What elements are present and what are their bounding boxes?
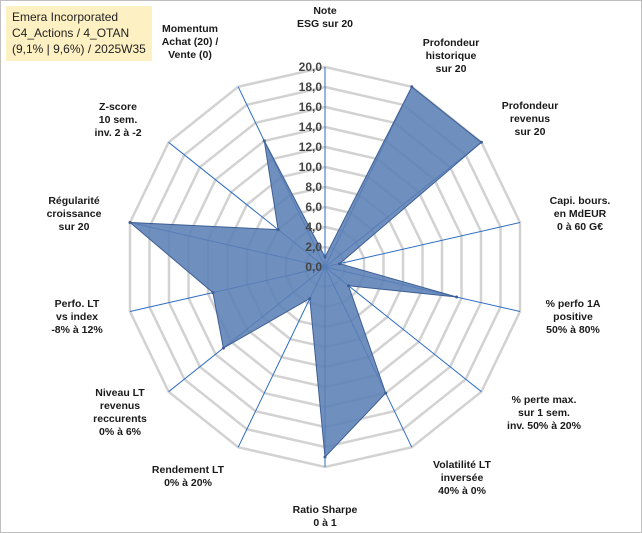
axis-label-line: Profondeur <box>423 37 480 49</box>
axis-spoke <box>324 222 521 268</box>
axis-label-line: Profondeur <box>502 100 559 112</box>
data-point <box>128 221 132 224</box>
axis-label-line: inversée <box>441 472 484 484</box>
axis-label: Niveau LT revenus reccurents 0% à 6% <box>93 387 147 438</box>
tick-label: 2,0 <box>305 240 322 254</box>
axis-spoke <box>324 266 482 393</box>
axis-label-line: sur 20 <box>436 63 467 75</box>
axis-label-line: sur 1 sem. <box>518 407 570 419</box>
data-point <box>347 284 350 288</box>
axis-label-line: historique <box>426 50 477 62</box>
axis-label-line: Rendement LT <box>152 464 225 476</box>
axis-label-line: sur 20 <box>59 221 90 233</box>
tick-label: 14,0 <box>299 120 323 134</box>
axis-label-line: positive <box>553 311 593 323</box>
company-name: Emera Incorporated <box>12 10 119 24</box>
axis-label-line: Achat (20) / <box>162 36 219 48</box>
axis-label-line: 40% à 0% <box>438 485 487 497</box>
tick-label: 16,0 <box>299 100 323 114</box>
axis-label: Momentum Achat (20) / Vente (0) <box>162 23 219 61</box>
axis-label: Z-score 10 sem. inv. 2 à -2 <box>94 101 141 139</box>
axis-label: Régularité croissance sur 20 <box>47 195 102 233</box>
axis-label-line: inv. 2 à -2 <box>94 127 141 139</box>
axis-label-line: -8% à 12% <box>51 324 103 336</box>
axis-label-line: en MdEUR <box>554 208 607 220</box>
data-point <box>455 295 459 299</box>
axis-label-line: inv. 50% à 20% <box>507 420 582 432</box>
data-point <box>410 85 414 89</box>
data-point <box>308 297 312 300</box>
tick-label: 0,0 <box>305 260 322 274</box>
data-point <box>323 455 327 459</box>
data-point <box>262 139 266 143</box>
axis-label-line: ESG sur 20 <box>297 18 353 30</box>
data-point <box>323 255 327 259</box>
axis-label: % perfo 1A positive 50% à 80% <box>546 298 601 336</box>
axis-label-line: Perfo. LT <box>55 298 100 310</box>
axis-label: % perte max. sur 1 sem. inv. 50% à 20% <box>507 394 582 432</box>
axis-label-line: Momentum <box>162 23 218 35</box>
axis-label: Profondeur revenus sur 20 <box>502 100 559 138</box>
axis-label: Rendement LT 0% à 20% <box>152 464 225 489</box>
tick-label: 4,0 <box>305 220 322 234</box>
data-point <box>384 391 388 395</box>
data-point <box>211 291 215 295</box>
axis-label-line: 50% à 80% <box>546 324 600 336</box>
axis-label-line: 0 à 60 G€ <box>557 221 603 233</box>
chart-title-box: Emera Incorporated C4_Actions / 4_OTAN (… <box>6 6 152 61</box>
axis-label-line: sur 20 <box>515 126 546 138</box>
axis-label-line: vs index <box>56 311 98 323</box>
tick-label: 18,0 <box>299 80 323 94</box>
axis-label: Perfo. LT vs index -8% à 12% <box>51 298 103 336</box>
axis-label-line: Z-score <box>99 101 137 113</box>
axis-label-line: Volatilité LT <box>433 459 492 471</box>
tick-label: 8,0 <box>305 180 322 194</box>
axis-label-line: reccurents <box>93 413 147 425</box>
axis-label: Volatilité LT inversée 40% à 0% <box>433 459 492 497</box>
axis-label-line: revenus <box>510 113 550 125</box>
axis-label-line: 10 sem. <box>99 114 138 126</box>
period-label: (9,1% | 9,6%) / 2025W35 <box>12 42 146 56</box>
tick-label: 6,0 <box>305 200 322 214</box>
axis-label-line: Capi. bours. <box>550 195 611 207</box>
data-point <box>221 346 225 350</box>
tick-label: 12,0 <box>299 140 323 154</box>
tick-label: 10,0 <box>299 160 323 174</box>
tick-label: 20,0 <box>299 60 323 74</box>
radar-series <box>128 85 483 459</box>
axis-label-line: Note <box>313 5 336 17</box>
data-point <box>338 262 342 266</box>
axis-label-line: % perte max. <box>512 394 577 406</box>
axis-label-line: 0% à 6% <box>99 426 142 438</box>
category-label: C4_Actions / 4_OTAN <box>12 26 130 40</box>
axis-label-line: Vente (0) <box>168 49 212 61</box>
axis-label-line: 0% à 20% <box>164 477 213 489</box>
axis-label-line: Ratio Sharpe <box>293 504 358 516</box>
data-point <box>276 228 280 232</box>
axis-label-line: Niveau LT <box>95 387 145 399</box>
axis-label: Note ESG sur 20 <box>297 5 353 30</box>
axis-label-line: revenus <box>100 400 140 412</box>
data-point <box>479 140 483 144</box>
radial-tick-labels: 0,0 2,0 4,0 6,0 8,0 10,0 12,0 14,0 16,0 18,0 20,0 <box>299 60 323 274</box>
axis-label-line: % perfo 1A <box>546 298 601 310</box>
axis-label: Ratio Sharpe 0 à 1 <box>293 504 358 529</box>
axis-label-line: Régularité <box>48 195 100 207</box>
axis-label-line: croissance <box>47 208 102 220</box>
axis-label-line: 0 à 1 <box>313 517 337 529</box>
axis-label: Capi. bours. en MdEUR 0 à 60 G€ <box>550 195 611 233</box>
axis-label: Profondeur historique sur 20 <box>423 37 480 75</box>
